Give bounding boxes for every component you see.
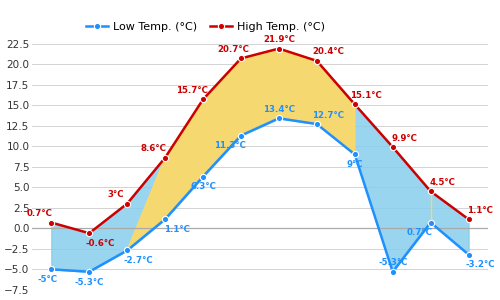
High Temp. (°C) <box>86 231 92 235</box>
High Temp. (°C) <box>124 202 130 206</box>
High Temp. (°C) <box>162 156 168 160</box>
Text: 13.4°C: 13.4°C <box>263 105 295 114</box>
Low Temp. (°C) <box>238 134 244 137</box>
High Temp. (°C) <box>314 59 320 63</box>
Text: -5°C: -5°C <box>38 275 58 284</box>
Text: -3.2°C: -3.2°C <box>465 260 494 269</box>
Low Temp. (°C) <box>200 175 206 178</box>
Text: 21.9°C: 21.9°C <box>263 35 295 44</box>
Text: 0.7°C: 0.7°C <box>27 209 53 218</box>
Text: 9°C: 9°C <box>346 160 363 169</box>
Low Temp. (°C) <box>314 122 320 126</box>
High Temp. (°C) <box>238 57 244 60</box>
Text: 8.6°C: 8.6°C <box>141 144 167 153</box>
Text: -5.3°C: -5.3°C <box>74 278 104 287</box>
Text: 9.9°C: 9.9°C <box>391 134 417 142</box>
Line: High Temp. (°C): High Temp. (°C) <box>48 45 472 236</box>
Text: 1.1°C: 1.1°C <box>467 206 493 215</box>
Low Temp. (°C) <box>276 116 282 120</box>
High Temp. (°C) <box>428 190 434 193</box>
High Temp. (°C) <box>390 145 396 149</box>
High Temp. (°C) <box>48 221 54 224</box>
Low Temp. (°C) <box>86 270 92 274</box>
Low Temp. (°C) <box>124 249 130 252</box>
Line: Low Temp. (°C): Low Temp. (°C) <box>48 115 472 275</box>
Text: 6.3°C: 6.3°C <box>190 182 216 191</box>
Text: -2.7°C: -2.7°C <box>124 256 154 265</box>
High Temp. (°C) <box>466 218 471 221</box>
High Temp. (°C) <box>276 47 282 50</box>
Low Temp. (°C) <box>48 268 54 271</box>
High Temp. (°C) <box>200 98 206 101</box>
Low Temp. (°C) <box>352 153 358 156</box>
Text: 12.7°C: 12.7°C <box>312 110 344 119</box>
Low Temp. (°C) <box>162 218 168 221</box>
Text: 11.3°C: 11.3°C <box>214 141 246 150</box>
High Temp. (°C) <box>352 103 358 106</box>
Text: 15.1°C: 15.1°C <box>350 91 382 100</box>
Text: 0.7°C: 0.7°C <box>406 228 432 237</box>
Text: 20.4°C: 20.4°C <box>312 47 344 56</box>
Text: -0.6°C: -0.6°C <box>86 238 116 247</box>
Low Temp. (°C) <box>466 253 471 256</box>
Text: 20.7°C: 20.7°C <box>218 45 250 54</box>
Text: 3°C: 3°C <box>108 190 124 199</box>
Text: 4.5°C: 4.5°C <box>429 178 455 187</box>
Text: 15.7°C: 15.7°C <box>176 86 208 95</box>
Text: 1.1°C: 1.1°C <box>164 225 190 234</box>
Legend: Low Temp. (°C), High Temp. (°C): Low Temp. (°C), High Temp. (°C) <box>82 17 329 36</box>
Text: -5.3°C: -5.3°C <box>378 258 408 267</box>
Low Temp. (°C) <box>428 221 434 224</box>
Low Temp. (°C) <box>390 270 396 274</box>
